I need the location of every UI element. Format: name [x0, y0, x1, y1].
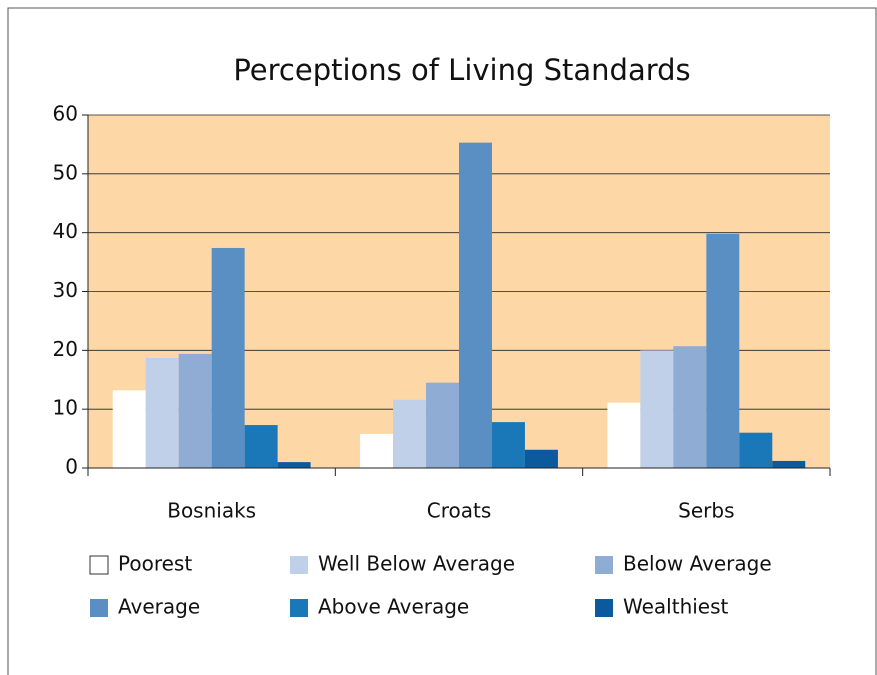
bar [640, 350, 674, 468]
bar [607, 402, 641, 468]
bar [772, 460, 806, 468]
legend-label: Above Average [318, 595, 469, 619]
bar [673, 346, 707, 468]
legend-label: Average [118, 595, 200, 619]
bar [360, 433, 394, 468]
y-tick-label: 40 [53, 219, 78, 243]
legend-swatch [595, 556, 613, 574]
y-tick-label: 50 [53, 160, 78, 184]
bar [524, 449, 558, 468]
legend-swatch [595, 599, 613, 617]
bar [112, 390, 146, 468]
legend-swatch [290, 556, 308, 574]
bar [426, 382, 459, 468]
bar [706, 233, 740, 468]
frame [7, 7, 877, 675]
bar [459, 142, 492, 468]
legend-label: Below Average [623, 552, 772, 576]
bar [393, 399, 427, 468]
y-tick-label: 10 [53, 396, 78, 420]
bar [145, 357, 179, 468]
bar [211, 247, 245, 468]
x-tick-label: Serbs [678, 499, 734, 523]
bar [739, 432, 773, 468]
bar [178, 353, 212, 468]
y-tick-label: 60 [53, 102, 78, 126]
legend-swatch [89, 555, 109, 575]
y-tick-label: 0 [65, 455, 78, 479]
y-tick-label: 20 [53, 337, 78, 361]
legend-label: Well Below Average [318, 552, 515, 576]
chart-title: Perceptions of Living Standards [233, 53, 690, 87]
legend-swatch [90, 599, 108, 617]
bar [277, 462, 311, 468]
legend-label: Wealthiest [623, 595, 729, 619]
y-tick-label: 30 [53, 278, 78, 302]
bar [244, 425, 278, 468]
legend-label: Poorest [118, 552, 192, 576]
x-tick-label: Bosniaks [167, 499, 256, 523]
x-tick-label: Croats [427, 499, 492, 523]
bar [491, 422, 525, 468]
legend-swatch [290, 599, 308, 617]
